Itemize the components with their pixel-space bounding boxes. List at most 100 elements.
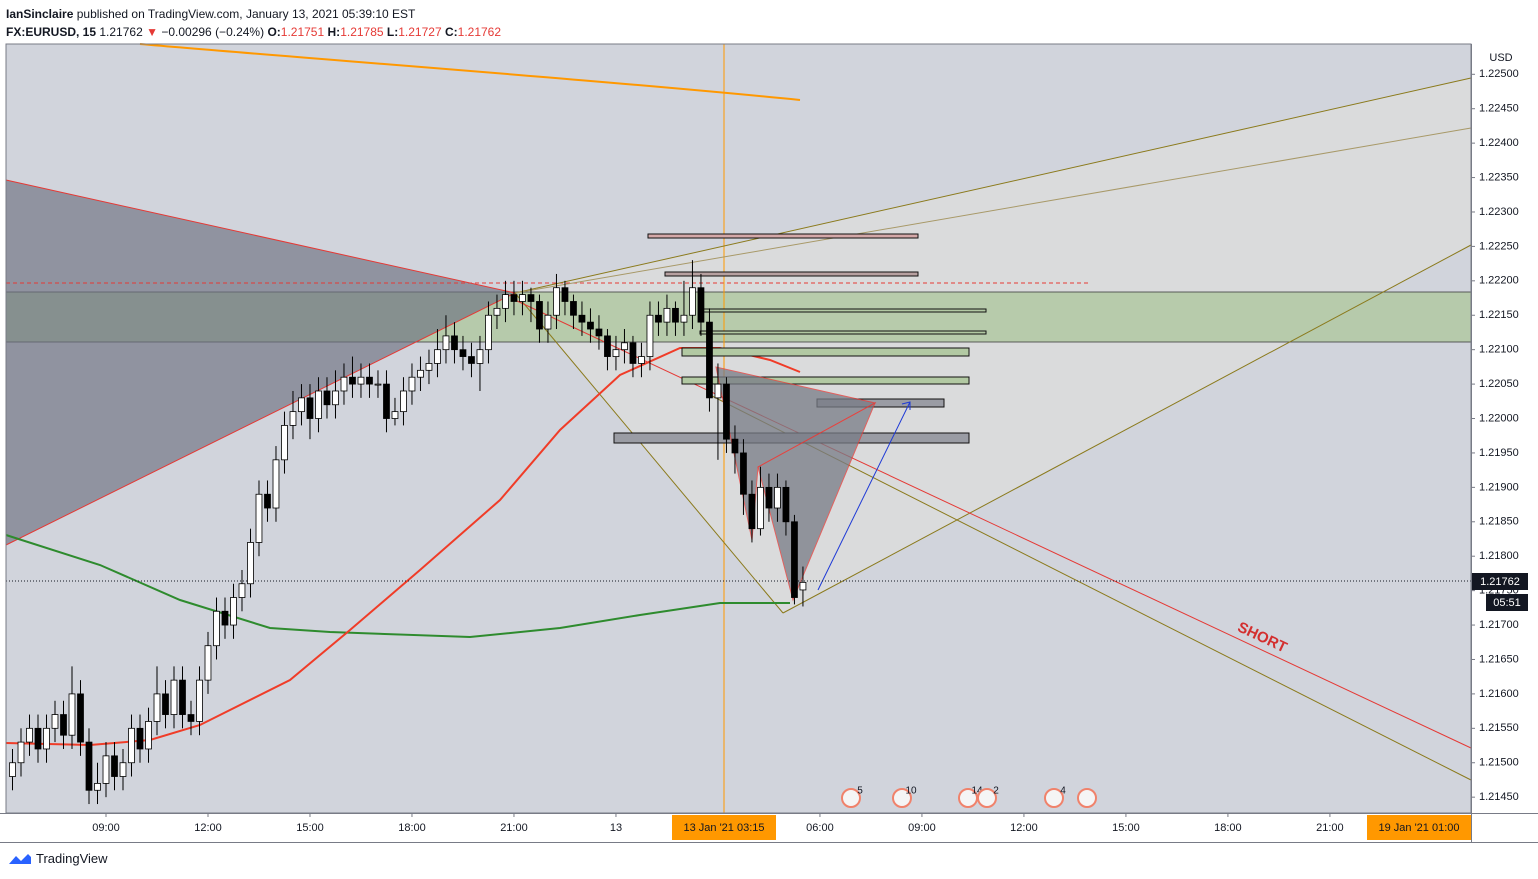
red-trend [5,292,516,546]
candle-body [26,727,33,743]
candle-body [782,486,790,523]
cursor-date: 13 Jan '21 03:15 [683,822,764,834]
candle-body [799,581,807,591]
candle-body [476,349,484,364]
level-box [699,308,987,313]
y-tick-label: 1.21950 [1479,447,1519,459]
candle-body [689,287,696,316]
level-box [699,330,987,335]
event-icon [892,788,912,808]
symbol: FX:EURUSD, 15 [6,25,97,39]
candle-body [213,610,220,647]
projection-arrow [817,401,911,591]
y-tick-label: 1.22050 [1479,378,1519,390]
candle-body [170,679,178,715]
olive-line [514,77,1472,294]
y-tick-label: 1.22000 [1479,412,1519,424]
logo-text: TradingView [36,851,108,866]
logo[interactable]: TradingView [8,851,108,866]
harmonic-pattern [757,401,877,602]
change: −0.00296 (−0.24%) [161,25,265,39]
candle-body [748,493,756,530]
candle-body [43,727,50,750]
candle-body [315,390,322,419]
event-count: 5 [857,786,863,797]
candle-body [434,349,441,364]
candle-body [289,411,297,426]
end-date-badge [1367,815,1471,840]
event-icon [977,788,997,808]
candle-body [94,782,101,791]
candle-body [374,383,382,386]
event-count: 10 [905,786,917,797]
candle-body [162,693,169,715]
candle-body [459,349,467,357]
candle-body [383,383,390,419]
candle-body [604,335,611,357]
candle-body [187,714,195,722]
y-tick-label: 1.21600 [1479,688,1519,700]
candle-body [536,301,543,330]
level-box [681,376,970,385]
candle-body [791,521,798,598]
y-tick-label: 1.21650 [1479,653,1519,665]
event-count: 4 [1060,786,1066,797]
published: published on TradingView.com, January 13… [76,7,416,21]
h: 1.21785 [340,25,384,39]
candle-body [587,321,594,330]
candle-body [697,287,705,323]
candle-body [519,294,526,302]
candle-body [706,321,713,399]
level-box [681,347,970,357]
y-tick-label: 1.22450 [1479,103,1519,115]
short-line [514,299,1472,749]
x-tick-label: 09:00 [92,822,120,834]
x-tick-label: 15:00 [1112,822,1140,834]
candle-body [128,727,135,764]
candle-body [553,287,560,316]
y-tick-label: 1.22250 [1479,240,1519,252]
candle-body [663,307,671,323]
candle-body [349,376,356,385]
x-tick-label: 13 [610,822,622,834]
y-tick-label: 1.21450 [1479,791,1519,803]
event-icon [1077,788,1097,808]
header-line2: FX:EURUSD, 15 1.21762 ▼ −0.00296 (−0.24%… [6,23,501,41]
y-tick-label: 1.22500 [1479,68,1519,80]
candle-body [757,486,764,530]
arrow-head [901,401,911,410]
x-tick-label: 06:00 [806,822,834,834]
candle-body [323,390,331,406]
candle-body [281,425,288,461]
author[interactable]: IanSinclaire [6,7,74,21]
candle-body [595,328,603,337]
candle-body [400,390,407,413]
candle-body [723,383,730,440]
candle-body [60,714,67,736]
cursor-date-badge [672,815,776,840]
candle-body [544,314,552,330]
candle-body [85,741,93,791]
candle-body [765,486,773,509]
y-tick-label: 1.21850 [1479,516,1519,528]
level-box [664,271,919,277]
level-box [647,233,919,239]
candle-body [204,645,212,681]
green-ma [5,534,790,639]
x-tick-label: 12:00 [194,822,222,834]
candle-body [774,486,781,509]
y-tick-label: 1.21550 [1479,722,1519,734]
candle-body [442,335,450,351]
header-line1: IanSinclaire published on TradingView.co… [6,5,501,23]
candle-body [468,356,475,364]
countdown-badge [1486,594,1528,611]
event-icon [841,788,861,808]
candle-body [621,342,628,351]
x-tick-label: 21:00 [1316,822,1344,834]
candle-body [629,342,637,364]
candle-body [34,727,42,750]
event-icon [1044,788,1064,808]
y-tick-label: 1.21700 [1479,619,1519,631]
candle-body [196,679,203,722]
